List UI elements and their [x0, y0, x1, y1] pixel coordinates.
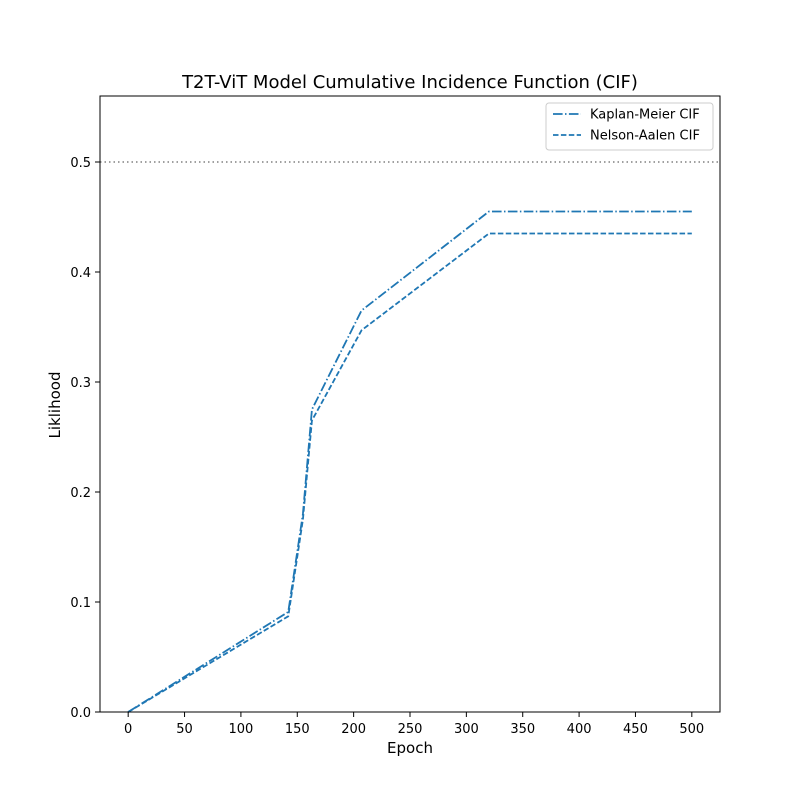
series-line-1 — [127, 210, 692, 713]
y-axis-label: Liklihood — [46, 372, 64, 439]
x-tick-label: 400 — [567, 722, 592, 737]
x-tick-label: 50 — [176, 722, 193, 737]
x-tick-label: 250 — [398, 722, 423, 737]
series-layer — [127, 210, 692, 713]
y-tick-label: 0.2 — [70, 486, 91, 501]
x-tick-label: 300 — [454, 722, 479, 737]
legend: Kaplan-Meier CIF Nelson-Aalen CIF — [545, 102, 714, 151]
x-tick-label: 100 — [228, 722, 253, 737]
y-tick-label: 0.4 — [70, 266, 91, 281]
y-tick-label: 0.1 — [70, 596, 91, 611]
x-axis: 0 50 100 150 200 250 300 350 400 450 500 — [124, 712, 704, 737]
series-line-2 — [127, 232, 692, 713]
x-tick-label: 150 — [285, 722, 310, 737]
y-axis: 0.0 0.1 0.2 0.3 0.4 0.5 — [70, 156, 100, 721]
x-tick-label: 200 — [341, 722, 366, 737]
y-tick-label: 0.3 — [70, 376, 91, 391]
y-tick-label: 0.5 — [70, 156, 91, 171]
x-tick-label: 0 — [124, 722, 132, 737]
x-tick-label: 350 — [510, 722, 535, 737]
x-axis-label: Epoch — [387, 739, 433, 757]
legend-label: Kaplan-Meier CIF — [590, 108, 700, 123]
chart-title: T2T-ViT Model Cumulative Incidence Funct… — [181, 72, 638, 93]
x-tick-label: 500 — [679, 722, 704, 737]
y-tick-label: 0.0 — [70, 706, 91, 721]
legend-box — [545, 102, 714, 151]
legend-label: Nelson-Aalen CIF — [590, 129, 700, 144]
x-tick-label: 450 — [623, 722, 648, 737]
